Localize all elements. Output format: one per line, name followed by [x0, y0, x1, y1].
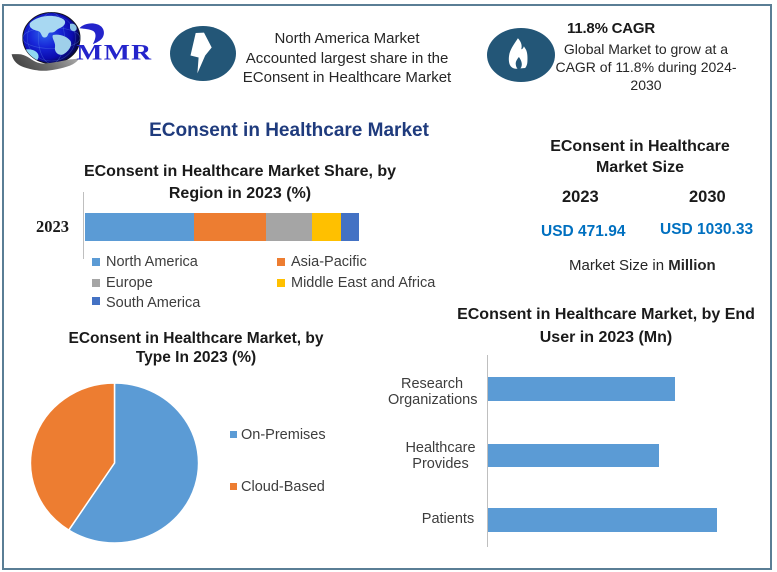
- svg-text:MMR: MMR: [76, 41, 152, 65]
